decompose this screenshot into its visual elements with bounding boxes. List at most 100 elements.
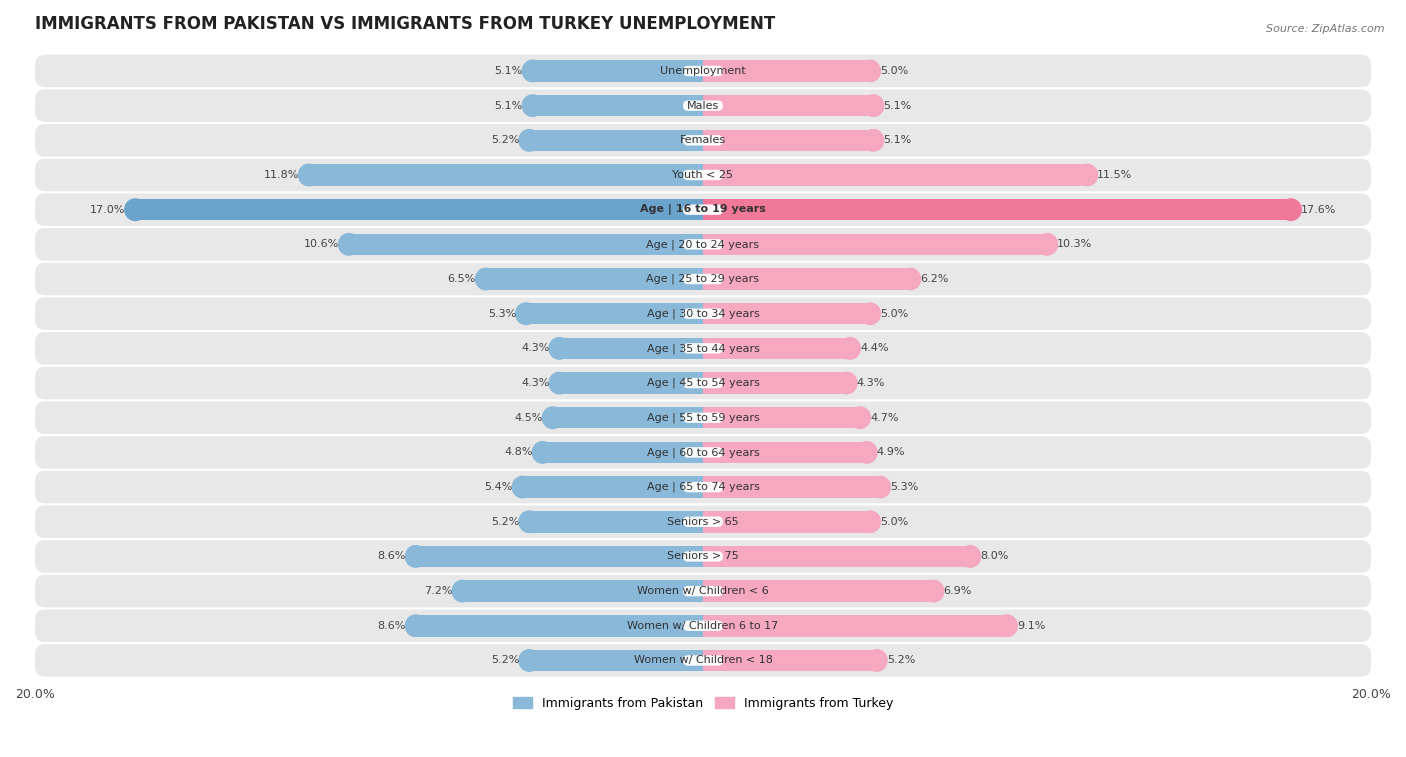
Text: Seniors > 65: Seniors > 65 [668, 517, 738, 527]
FancyBboxPatch shape [35, 332, 1371, 365]
Text: 11.5%: 11.5% [1097, 170, 1132, 180]
FancyBboxPatch shape [683, 413, 723, 423]
Circle shape [837, 372, 858, 394]
Bar [703, 650, 877, 671]
FancyBboxPatch shape [683, 170, 723, 180]
Circle shape [900, 268, 921, 290]
Text: 5.2%: 5.2% [491, 517, 519, 527]
Text: Females: Females [681, 136, 725, 145]
Text: 5.0%: 5.0% [880, 517, 908, 527]
FancyBboxPatch shape [683, 239, 723, 250]
Bar [529, 650, 703, 671]
Bar [703, 476, 880, 498]
Bar [526, 303, 703, 325]
Circle shape [548, 338, 569, 359]
Circle shape [519, 650, 540, 671]
Text: Women w/ Children < 18: Women w/ Children < 18 [634, 656, 772, 665]
FancyBboxPatch shape [683, 274, 723, 284]
Circle shape [863, 129, 884, 151]
FancyBboxPatch shape [683, 309, 723, 319]
Text: Seniors > 75: Seniors > 75 [666, 551, 740, 562]
Bar [533, 95, 703, 117]
Text: Age | 55 to 59 years: Age | 55 to 59 years [647, 413, 759, 423]
FancyBboxPatch shape [683, 447, 723, 458]
Bar [703, 61, 870, 82]
Text: 10.6%: 10.6% [304, 239, 339, 249]
FancyBboxPatch shape [35, 401, 1371, 434]
Circle shape [533, 441, 553, 463]
Text: 17.0%: 17.0% [90, 204, 125, 215]
FancyBboxPatch shape [683, 204, 723, 215]
Text: 5.1%: 5.1% [883, 136, 911, 145]
FancyBboxPatch shape [35, 228, 1371, 260]
Legend: Immigrants from Pakistan, Immigrants from Turkey: Immigrants from Pakistan, Immigrants fro… [508, 692, 898, 715]
FancyBboxPatch shape [683, 136, 723, 145]
FancyBboxPatch shape [35, 575, 1371, 607]
FancyBboxPatch shape [683, 482, 723, 492]
FancyBboxPatch shape [35, 263, 1371, 295]
Bar [523, 476, 703, 498]
Circle shape [859, 61, 880, 82]
Bar [703, 164, 1087, 185]
Text: IMMIGRANTS FROM PAKISTAN VS IMMIGRANTS FROM TURKEY UNEMPLOYMENT: IMMIGRANTS FROM PAKISTAN VS IMMIGRANTS F… [35, 15, 775, 33]
Text: Unemployment: Unemployment [661, 66, 745, 76]
Bar [703, 615, 1007, 637]
FancyBboxPatch shape [35, 89, 1371, 122]
Circle shape [856, 441, 877, 463]
Text: Males: Males [688, 101, 718, 111]
Text: Age | 25 to 29 years: Age | 25 to 29 years [647, 274, 759, 285]
Text: Age | 30 to 34 years: Age | 30 to 34 years [647, 308, 759, 319]
Circle shape [1077, 164, 1098, 185]
FancyBboxPatch shape [35, 436, 1371, 469]
Circle shape [859, 303, 880, 325]
Text: 11.8%: 11.8% [263, 170, 299, 180]
Bar [560, 372, 703, 394]
Bar [703, 129, 873, 151]
Text: 6.9%: 6.9% [943, 586, 972, 596]
Text: 10.3%: 10.3% [1057, 239, 1092, 249]
FancyBboxPatch shape [683, 516, 723, 527]
Bar [416, 615, 703, 637]
FancyBboxPatch shape [683, 551, 723, 562]
Bar [560, 338, 703, 359]
FancyBboxPatch shape [35, 609, 1371, 642]
Circle shape [924, 581, 943, 602]
Circle shape [997, 615, 1018, 637]
FancyBboxPatch shape [683, 101, 723, 111]
Bar [703, 234, 1047, 255]
FancyBboxPatch shape [35, 298, 1371, 330]
Bar [703, 303, 870, 325]
Circle shape [522, 95, 543, 117]
FancyBboxPatch shape [35, 124, 1371, 157]
Text: 5.2%: 5.2% [887, 656, 915, 665]
Text: 5.1%: 5.1% [495, 66, 523, 76]
Bar [703, 546, 970, 567]
Circle shape [516, 303, 536, 325]
Bar [703, 441, 866, 463]
FancyBboxPatch shape [683, 656, 723, 665]
Bar [416, 546, 703, 567]
FancyBboxPatch shape [683, 586, 723, 597]
Circle shape [960, 546, 980, 567]
FancyBboxPatch shape [683, 66, 723, 76]
Text: Age | 35 to 44 years: Age | 35 to 44 years [647, 343, 759, 354]
Bar [135, 199, 703, 220]
Text: Age | 60 to 64 years: Age | 60 to 64 years [647, 447, 759, 458]
Text: Women w/ Children < 6: Women w/ Children < 6 [637, 586, 769, 596]
Text: 5.2%: 5.2% [491, 136, 519, 145]
Circle shape [548, 372, 569, 394]
Circle shape [849, 407, 870, 428]
Circle shape [522, 61, 543, 82]
FancyBboxPatch shape [683, 378, 723, 388]
Bar [703, 95, 873, 117]
Text: 4.4%: 4.4% [860, 344, 889, 354]
Text: 6.2%: 6.2% [920, 274, 949, 284]
Text: 5.0%: 5.0% [880, 66, 908, 76]
Text: Youth < 25: Youth < 25 [672, 170, 734, 180]
Circle shape [870, 476, 890, 498]
Text: 5.1%: 5.1% [495, 101, 523, 111]
Bar [703, 338, 851, 359]
Text: 9.1%: 9.1% [1017, 621, 1046, 631]
Circle shape [543, 407, 562, 428]
Text: 8.6%: 8.6% [377, 551, 406, 562]
